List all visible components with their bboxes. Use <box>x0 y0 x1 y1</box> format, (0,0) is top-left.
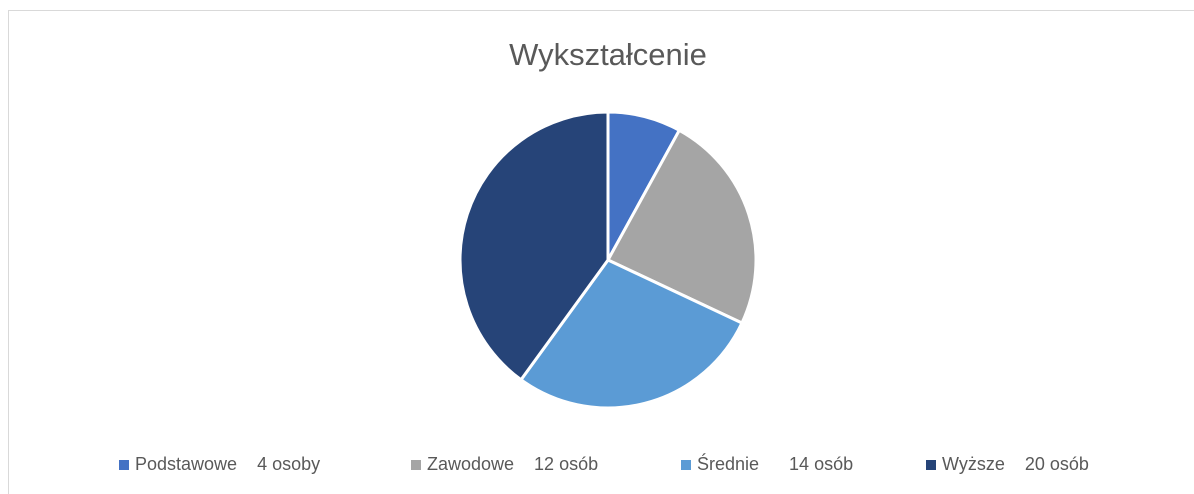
legend-label: Wyższe 20 osób <box>942 454 1089 474</box>
legend-label: Średnie 14 osób <box>697 453 853 474</box>
legend-swatch <box>119 460 129 470</box>
legend-swatch <box>411 460 421 470</box>
chart-title: Wykształcenie <box>509 37 707 72</box>
pie-slice <box>606 128 758 325</box>
legend-swatch <box>681 460 691 470</box>
pie-slice <box>458 110 610 382</box>
legend-swatch <box>926 460 936 470</box>
legend-label: Podstawowe 4 osoby <box>135 454 320 474</box>
legend-label: Zawodowe 12 osób <box>427 454 598 474</box>
pie-slice <box>519 258 744 410</box>
